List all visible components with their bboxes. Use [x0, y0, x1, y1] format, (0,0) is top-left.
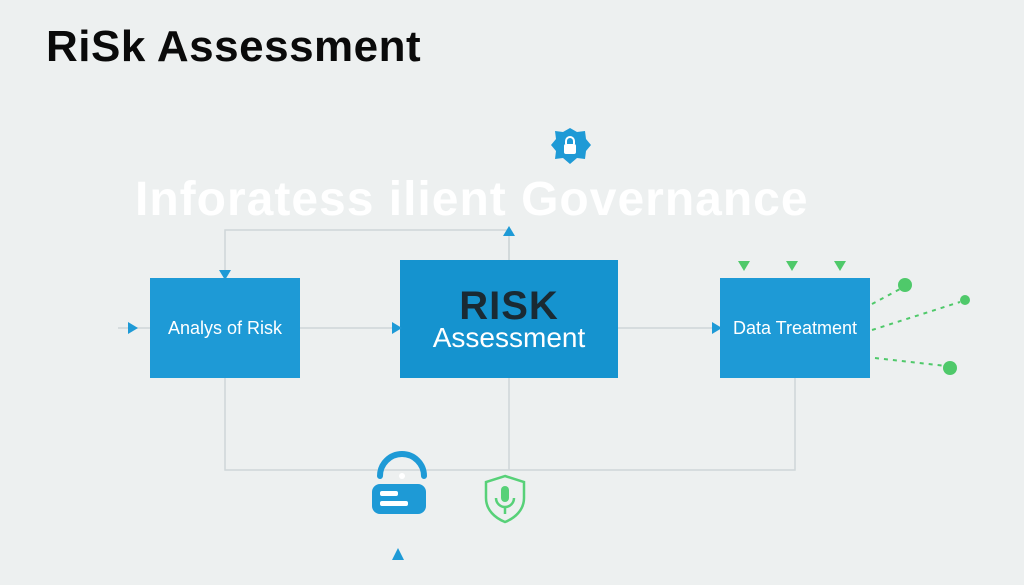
node-risk-assessment: RISK Assessment: [400, 260, 618, 378]
arrow-down-icon: [219, 270, 231, 280]
scatter-lines: [872, 288, 960, 366]
node-label: Data Treatment: [733, 317, 857, 340]
node-data-treatment: Data Treatment: [720, 278, 870, 378]
arrow-right-icon: [128, 322, 138, 334]
node-analys-of-risk: Analys of Risk: [150, 278, 300, 378]
arrow-right-icon: [712, 322, 722, 334]
node-center-sub: Assessment: [433, 324, 586, 352]
arrow-right-icon: [392, 322, 402, 334]
node-center-big: RISK: [459, 286, 559, 326]
scatter-dots: [898, 278, 970, 375]
lock-badge-icon: [551, 128, 591, 164]
node-label: Analys of Risk: [168, 317, 282, 340]
gauge-card-icon: [372, 454, 426, 514]
arrow-up-icon: [503, 226, 515, 236]
arrow-down-icon: [834, 261, 846, 271]
gauge-arrow-up-icon: [392, 548, 404, 560]
arrow-down-icon: [786, 261, 798, 271]
arrow-down-icon: [738, 261, 750, 271]
shield-mic-icon: [486, 476, 524, 522]
